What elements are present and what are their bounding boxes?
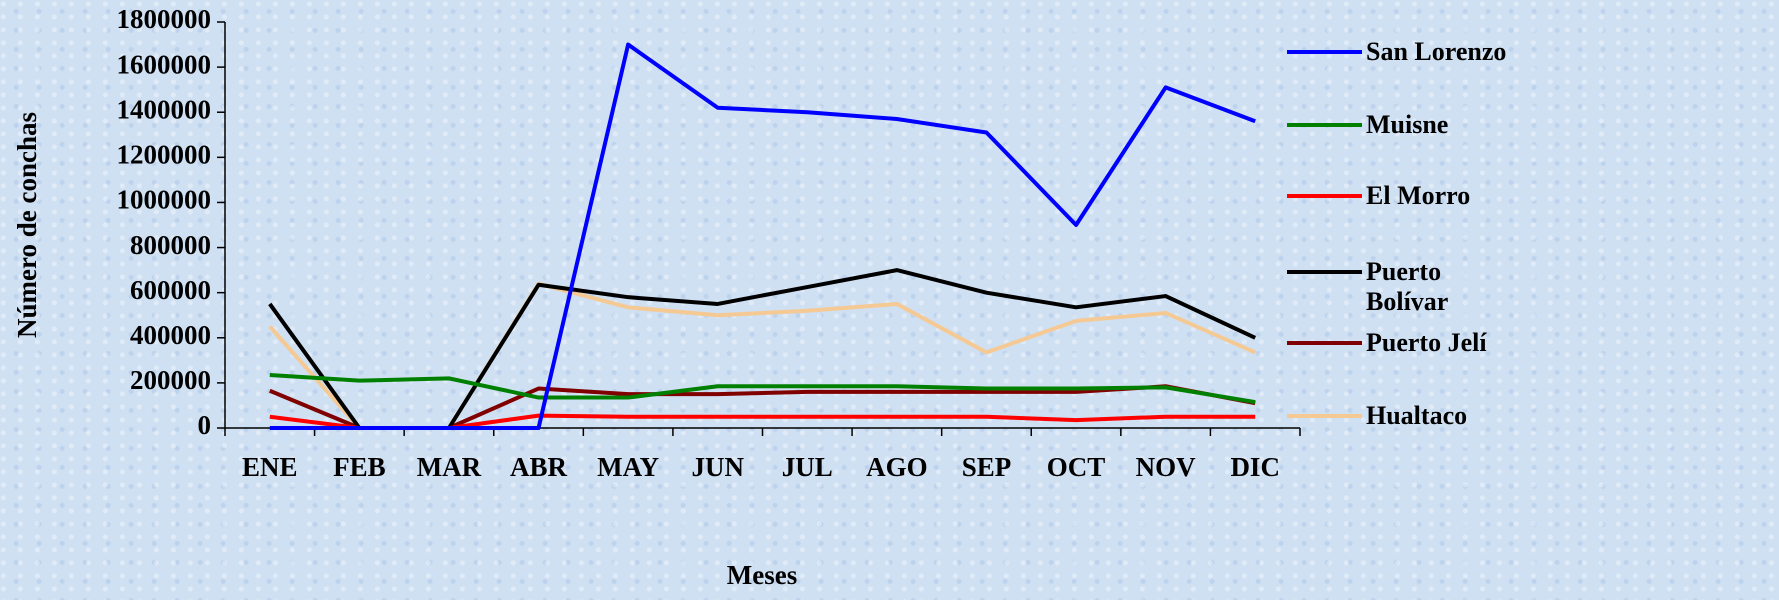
y-tick-label: 1600000 [117, 49, 212, 79]
x-tick-label: MAY [597, 452, 659, 482]
x-tick-label: NOV [1136, 452, 1197, 482]
series-line [269, 372, 1256, 405]
legend-label: Muisne [1366, 110, 1449, 139]
y-tick-label: 1000000 [117, 185, 212, 215]
x-axis-label: Meses [727, 560, 797, 590]
legend-label: Puerto Jelí [1366, 328, 1487, 357]
legend-label: El Morro [1366, 181, 1471, 210]
x-tick-label: MAR [417, 452, 482, 482]
x-tick-label: FEB [333, 452, 386, 482]
series-line [269, 42, 1256, 430]
y-tick-label: 1200000 [117, 140, 212, 170]
y-tick-label: 600000 [130, 275, 211, 305]
legend-label: Hualtaco [1366, 401, 1468, 430]
y-tick-label: 1400000 [117, 94, 212, 124]
y-tick-label: 400000 [130, 320, 211, 350]
x-tick-label: OCT [1047, 452, 1106, 482]
y-tick-label: 800000 [130, 230, 211, 260]
x-tick-label: JUN [691, 452, 744, 482]
x-tick-label: SEP [962, 452, 1012, 482]
series-line [268, 268, 1257, 430]
x-tick-label: AGO [866, 452, 928, 482]
legend-label: San Lorenzo [1366, 37, 1507, 66]
y-tick-label: 1800000 [117, 4, 212, 34]
x-tick-label: JUL [782, 452, 833, 482]
x-tick-label: ABR [510, 452, 568, 482]
x-tick-label: ENE [242, 452, 298, 482]
y-tick-label: 200000 [130, 365, 211, 395]
legend-label: Puerto Bolívar [1366, 257, 1449, 316]
x-tick-label: DIC [1230, 452, 1280, 482]
y-tick-label: 0 [198, 410, 212, 440]
y-axis-label: Número de conchas [12, 112, 42, 338]
series-line [269, 384, 1256, 430]
